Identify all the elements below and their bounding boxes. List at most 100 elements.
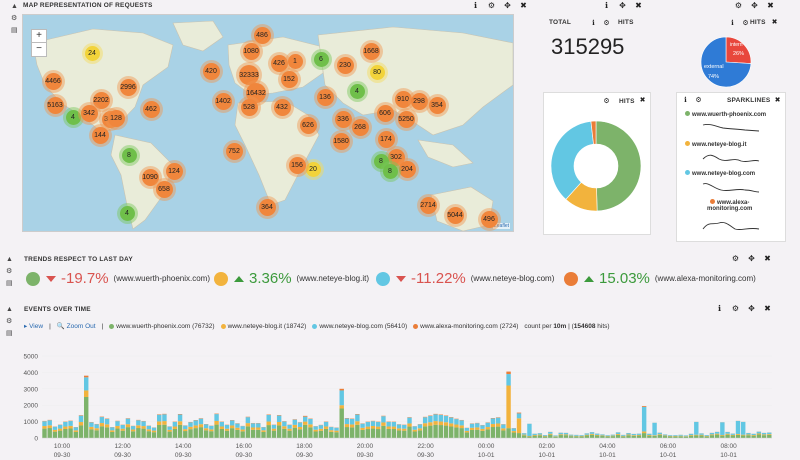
bar-segment[interactable] [146,429,151,432]
bar-segment[interactable] [120,424,125,429]
bar-segment[interactable] [422,426,428,438]
bar-segment[interactable] [250,429,256,438]
bar-segment[interactable] [198,424,204,428]
bar-segment[interactable] [313,431,318,438]
bar-segment[interactable] [647,435,652,438]
bar-segment[interactable] [688,435,694,438]
bar-segment[interactable] [475,423,480,428]
map-cluster-marker[interactable]: 496 [480,210,498,228]
bar-segment[interactable] [485,429,490,438]
bar-segment[interactable] [558,434,563,436]
bar-segment[interactable] [422,423,428,427]
bar-segment[interactable] [89,426,94,430]
bar-segment[interactable] [511,431,516,433]
collapse-icon[interactable]: ▲ [6,256,13,263]
map-cluster-marker[interactable]: 24 [84,45,100,61]
bar-segment[interactable] [329,431,334,438]
bar-segment[interactable] [329,430,334,432]
bar-segment[interactable] [370,428,376,438]
bar-segment[interactable] [490,418,496,425]
bar-segment[interactable] [245,426,251,438]
bar-segment[interactable] [78,415,84,423]
bar-segment[interactable] [506,371,511,375]
bar-segment[interactable] [652,422,657,436]
bar-segment[interactable] [495,426,501,438]
bar-segment[interactable] [42,426,47,429]
bar-segment[interactable] [99,423,105,427]
bar-segment[interactable] [553,435,558,437]
bar-segment[interactable] [230,428,235,438]
bar-segment[interactable] [292,427,297,438]
bar-segment[interactable] [402,424,407,429]
bar-segment[interactable] [511,432,516,438]
gear-icon[interactable]: ⚙ [487,1,496,10]
bar-segment[interactable] [256,423,261,428]
bar-segment[interactable] [579,435,584,437]
bar-segment[interactable] [428,422,433,426]
bar-segment[interactable] [276,425,282,438]
close-icon[interactable]: ✖ [764,304,771,313]
bar-segment[interactable] [287,428,292,431]
bar-segment[interactable] [657,435,662,438]
bar-segment[interactable] [146,425,151,430]
bar-segment[interactable] [344,427,350,438]
bar-segment[interactable] [276,421,282,426]
bar-segment[interactable] [647,433,652,435]
bar-segment[interactable] [641,433,647,438]
info-icon[interactable]: ℹ [684,97,687,104]
map-cluster-marker[interactable]: 124 [165,162,183,180]
bar-segment[interactable] [188,426,193,430]
bar-segment[interactable] [73,431,78,438]
bar-segment[interactable] [433,424,438,438]
bar-segment[interactable] [657,432,662,435]
bar-segment[interactable] [130,431,136,438]
bar-segment[interactable] [454,424,459,428]
bar-segment[interactable] [235,429,240,438]
bar-segment[interactable] [63,426,68,429]
map-cluster-marker[interactable]: 6 [313,51,329,67]
bar-segment[interactable] [78,422,84,426]
bar-segment[interactable] [761,435,767,438]
bar-segment[interactable] [365,422,370,427]
bar-segment[interactable] [219,421,224,427]
bar-segment[interactable] [120,428,125,431]
pie-slice-www-alexa-monitoring-com[interactable] [590,120,597,145]
bar-segment[interactable] [349,427,355,438]
map-cluster-marker[interactable]: 1668 [362,42,380,60]
bar-segment[interactable] [256,429,261,438]
info-icon[interactable]: ℹ [473,1,478,10]
bar-segment[interactable] [709,435,715,438]
bar-segment[interactable] [198,418,204,425]
bar-segment[interactable] [110,427,115,431]
bar-segment[interactable] [84,397,89,438]
bar-segment[interactable] [407,426,412,438]
bar-segment[interactable] [443,415,449,423]
bar-segment[interactable] [292,419,297,425]
bar-segment[interactable] [230,425,235,429]
bar-segment[interactable] [240,431,245,438]
map-cluster-marker[interactable]: 420 [202,62,220,80]
bar-segment[interactable] [376,422,381,427]
bar-segment[interactable] [730,434,735,436]
bar-segment[interactable] [600,434,605,436]
bar-segment[interactable] [381,425,386,438]
table-icon[interactable]: ▤ [6,330,13,337]
bar-segment[interactable] [297,426,303,430]
bar-segment[interactable] [271,424,277,429]
bar-segment[interactable] [563,432,569,435]
bar-segment[interactable] [438,414,443,422]
bar-segment[interactable] [323,428,329,438]
bar-segment[interactable] [511,428,516,432]
bar-segment[interactable] [589,433,595,435]
bar-segment[interactable] [709,432,715,435]
bar-segment[interactable] [725,434,730,438]
bar-segment[interactable] [42,421,47,427]
bar-segment[interactable] [271,430,277,438]
bar-segment[interactable] [610,436,616,438]
map-cluster-marker[interactable]: 462 [142,100,160,118]
bar-segment[interactable] [412,426,417,430]
bar-segment[interactable] [329,427,334,431]
bar-segment[interactable] [250,423,256,428]
map-cluster-marker[interactable]: 658 [155,180,173,198]
bar-segment[interactable] [631,435,636,438]
